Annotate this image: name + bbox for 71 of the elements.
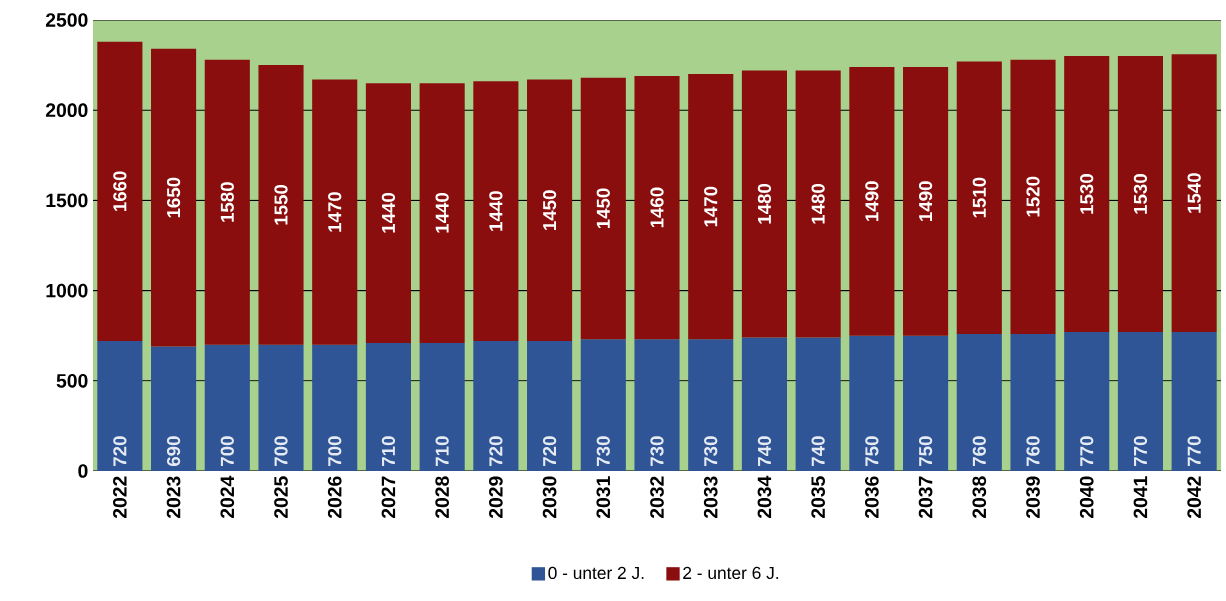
data-label: 770 <box>1080 436 1094 466</box>
x-tick-label: 2024 <box>220 475 235 519</box>
legend-label: 2 - unter 6 J. <box>683 566 779 580</box>
data-label: 700 <box>274 436 288 466</box>
data-label: 760 <box>1026 436 1040 466</box>
data-label: 1650 <box>166 177 181 218</box>
data-label: 740 <box>811 436 825 466</box>
x-tick-label: 2038 <box>972 476 987 519</box>
data-label: 710 <box>435 436 449 466</box>
data-label: 750 <box>918 436 933 466</box>
data-label: 720 <box>542 436 557 466</box>
data-label: 720 <box>113 436 127 466</box>
data-label: 1470 <box>704 186 718 227</box>
y-tick-label: 2000 <box>45 103 88 118</box>
data-label: 710 <box>381 436 396 466</box>
data-label: 1550 <box>274 184 288 225</box>
x-tick-label: 2029 <box>489 476 503 519</box>
data-label: 730 <box>596 436 610 466</box>
data-label: 1470 <box>328 192 342 232</box>
data-label: 700 <box>220 436 234 466</box>
data-label: 1530 <box>1080 174 1094 214</box>
x-tick-label: 2022 <box>113 476 127 519</box>
y-tick-label: 1000 <box>46 283 88 298</box>
data-label: 1520 <box>1026 176 1040 217</box>
data-label: 690 <box>166 436 181 467</box>
data-label: 1440 <box>489 191 503 231</box>
data-label: 760 <box>972 436 986 466</box>
data-label: 1450 <box>596 188 610 229</box>
data-label: 730 <box>704 436 718 466</box>
data-label: 1460 <box>650 187 664 228</box>
y-tick-label: 1500 <box>46 193 88 208</box>
x-tick-label: 2034 <box>757 475 772 519</box>
x-tick-label: 2041 <box>1133 476 1148 519</box>
data-label: 1660 <box>113 171 127 211</box>
x-tick-label: 2032 <box>650 476 664 519</box>
data-label: 1490 <box>865 181 879 221</box>
data-label: 1440 <box>381 193 396 233</box>
data-label: 740 <box>757 436 772 466</box>
data-label: 730 <box>650 436 664 466</box>
data-label: 1440 <box>435 193 449 233</box>
data-label: 1580 <box>220 182 234 222</box>
data-label: 1480 <box>757 184 772 224</box>
x-tick-label: 2042 <box>1187 476 1201 519</box>
data-label: 1530 <box>1133 174 1148 214</box>
data-label: 1540 <box>1187 173 1201 213</box>
x-tick-label: 2033 <box>703 476 718 519</box>
data-label: 1480 <box>811 184 825 224</box>
data-label: 700 <box>328 436 342 466</box>
data-label: 1450 <box>542 190 557 230</box>
x-tick-label: 2026 <box>327 476 342 519</box>
x-tick-label: 2039 <box>1026 476 1040 519</box>
x-tick-label: 2040 <box>1079 476 1094 519</box>
x-tick-label: 2035 <box>811 476 825 519</box>
x-tick-label: 2030 <box>542 476 557 519</box>
x-tick-label: 2028 <box>435 476 449 519</box>
data-label: 720 <box>489 436 503 466</box>
data-label: 770 <box>1133 436 1148 466</box>
data-label: 750 <box>865 436 879 466</box>
x-tick-label: 2037 <box>918 476 933 519</box>
x-tick-label: 2036 <box>865 476 879 519</box>
x-tick-label: 2025 <box>274 476 288 519</box>
data-label: 1510 <box>972 177 986 218</box>
x-tick-label: 2031 <box>596 476 611 519</box>
data-label: 770 <box>1187 436 1201 466</box>
legend-label: 0 - unter 2 J. <box>548 566 644 580</box>
data-label: 1490 <box>918 181 933 221</box>
y-tick-label: 2500 <box>45 13 88 27</box>
x-tick-label: 2027 <box>381 476 396 519</box>
x-tick-label: 2023 <box>166 476 181 519</box>
y-tick-label: 0 <box>78 464 88 478</box>
y-tick-label: 500 <box>56 373 88 388</box>
